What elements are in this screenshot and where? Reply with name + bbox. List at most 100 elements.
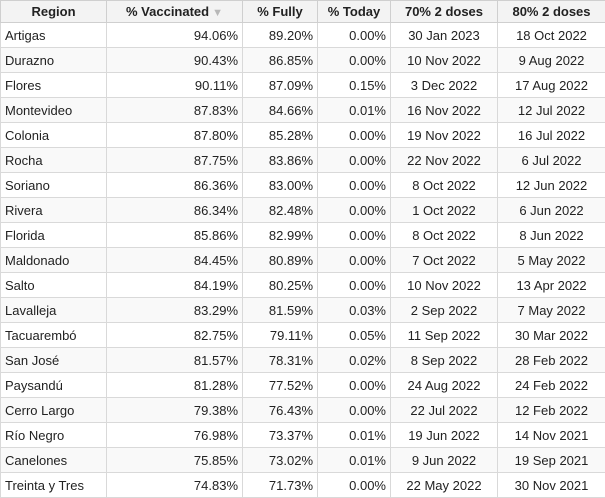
vaccinated-cell: 79.38% [107, 398, 243, 423]
fully-cell: 86.85% [243, 48, 318, 73]
today-cell: 0.03% [318, 298, 391, 323]
eighty-two-doses-cell: 6 Jun 2022 [498, 198, 605, 223]
eighty-two-doses-cell: 30 Nov 2021 [498, 473, 605, 498]
region-cell: Colonia [1, 123, 107, 148]
column-header-label: % Vaccinated [126, 4, 209, 19]
today-cell: 0.00% [318, 48, 391, 73]
column-header-label: 80% 2 doses [512, 4, 590, 19]
column-header-today[interactable]: % Today [318, 1, 391, 23]
column-header-70-two-doses[interactable]: 70% 2 doses [391, 1, 498, 23]
table-header: Region % Vaccinated▼ % Fully % Today 70%… [1, 1, 605, 23]
region-cell: Rocha [1, 148, 107, 173]
vaccinated-cell: 74.83% [107, 473, 243, 498]
fully-cell: 82.99% [243, 223, 318, 248]
vaccinated-cell: 75.85% [107, 448, 243, 473]
column-header-label: Region [31, 4, 75, 19]
seventy-two-doses-cell: 8 Sep 2022 [391, 348, 498, 373]
region-cell: Lavalleja [1, 298, 107, 323]
vaccinated-cell: 87.80% [107, 123, 243, 148]
vaccinated-cell: 87.83% [107, 98, 243, 123]
region-cell: Soriano [1, 173, 107, 198]
today-cell: 0.00% [318, 123, 391, 148]
seventy-two-doses-cell: 10 Nov 2022 [391, 273, 498, 298]
vaccinated-cell: 81.28% [107, 373, 243, 398]
vaccinated-cell: 81.57% [107, 348, 243, 373]
eighty-two-doses-cell: 30 Mar 2022 [498, 323, 605, 348]
fully-cell: 76.43% [243, 398, 318, 423]
eighty-two-doses-cell: 12 Jun 2022 [498, 173, 605, 198]
fully-cell: 73.37% [243, 423, 318, 448]
region-cell: Tacuarembó [1, 323, 107, 348]
fully-cell: 71.73% [243, 473, 318, 498]
today-cell: 0.00% [318, 148, 391, 173]
eighty-two-doses-cell: 19 Sep 2021 [498, 448, 605, 473]
region-cell: Cerro Largo [1, 398, 107, 423]
seventy-two-doses-cell: 24 Aug 2022 [391, 373, 498, 398]
vaccinated-cell: 84.19% [107, 273, 243, 298]
eighty-two-doses-cell: 8 Jun 2022 [498, 223, 605, 248]
fully-cell: 83.86% [243, 148, 318, 173]
vaccinated-cell: 94.06% [107, 23, 243, 48]
today-cell: 0.05% [318, 323, 391, 348]
today-cell: 0.01% [318, 423, 391, 448]
seventy-two-doses-cell: 7 Oct 2022 [391, 248, 498, 273]
eighty-two-doses-cell: 17 Aug 2022 [498, 73, 605, 98]
fully-cell: 84.66% [243, 98, 318, 123]
seventy-two-doses-cell: 11 Sep 2022 [391, 323, 498, 348]
fully-cell: 81.59% [243, 298, 318, 323]
eighty-two-doses-cell: 14 Nov 2021 [498, 423, 605, 448]
column-header-label: 70% 2 doses [405, 4, 483, 19]
column-header-region[interactable]: Region [1, 1, 107, 23]
column-header-label: % Today [328, 4, 381, 19]
today-cell: 0.00% [318, 398, 391, 423]
vaccinated-cell: 90.11% [107, 73, 243, 98]
today-cell: 0.15% [318, 73, 391, 98]
eighty-two-doses-cell: 12 Jul 2022 [498, 98, 605, 123]
today-cell: 0.00% [318, 173, 391, 198]
region-cell: Salto [1, 273, 107, 298]
fully-cell: 82.48% [243, 198, 318, 223]
today-cell: 0.00% [318, 373, 391, 398]
sort-descending-icon: ▼ [212, 7, 223, 19]
vaccinated-cell: 86.36% [107, 173, 243, 198]
region-cell: Florida [1, 223, 107, 248]
column-header-vaccinated[interactable]: % Vaccinated▼ [107, 1, 243, 23]
eighty-two-doses-cell: 9 Aug 2022 [498, 48, 605, 73]
eighty-two-doses-cell: 24 Feb 2022 [498, 373, 605, 398]
column-header-80-two-doses[interactable]: 80% 2 doses [498, 1, 605, 23]
column-header-fully[interactable]: % Fully [243, 1, 318, 23]
today-cell: 0.02% [318, 348, 391, 373]
region-cell: Durazno [1, 48, 107, 73]
today-cell: 0.00% [318, 273, 391, 298]
eighty-two-doses-cell: 7 May 2022 [498, 298, 605, 323]
seventy-two-doses-cell: 8 Oct 2022 [391, 173, 498, 198]
eighty-two-doses-cell: 16 Jul 2022 [498, 123, 605, 148]
seventy-two-doses-cell: 9 Jun 2022 [391, 448, 498, 473]
vaccinated-cell: 87.75% [107, 148, 243, 173]
region-cell: Artigas [1, 23, 107, 48]
today-cell: 0.00% [318, 23, 391, 48]
eighty-two-doses-cell: 5 May 2022 [498, 248, 605, 273]
vaccinated-cell: 85.86% [107, 223, 243, 248]
region-cell: Canelones [1, 448, 107, 473]
today-cell: 0.01% [318, 448, 391, 473]
seventy-two-doses-cell: 3 Dec 2022 [391, 73, 498, 98]
fully-cell: 85.28% [243, 123, 318, 148]
today-cell: 0.01% [318, 98, 391, 123]
eighty-two-doses-cell: 6 Jul 2022 [498, 148, 605, 173]
region-cell: Treinta y Tres [1, 473, 107, 498]
eighty-two-doses-cell: 13 Apr 2022 [498, 273, 605, 298]
vaccinated-cell: 76.98% [107, 423, 243, 448]
vaccinated-cell: 86.34% [107, 198, 243, 223]
seventy-two-doses-cell: 22 Nov 2022 [391, 148, 498, 173]
